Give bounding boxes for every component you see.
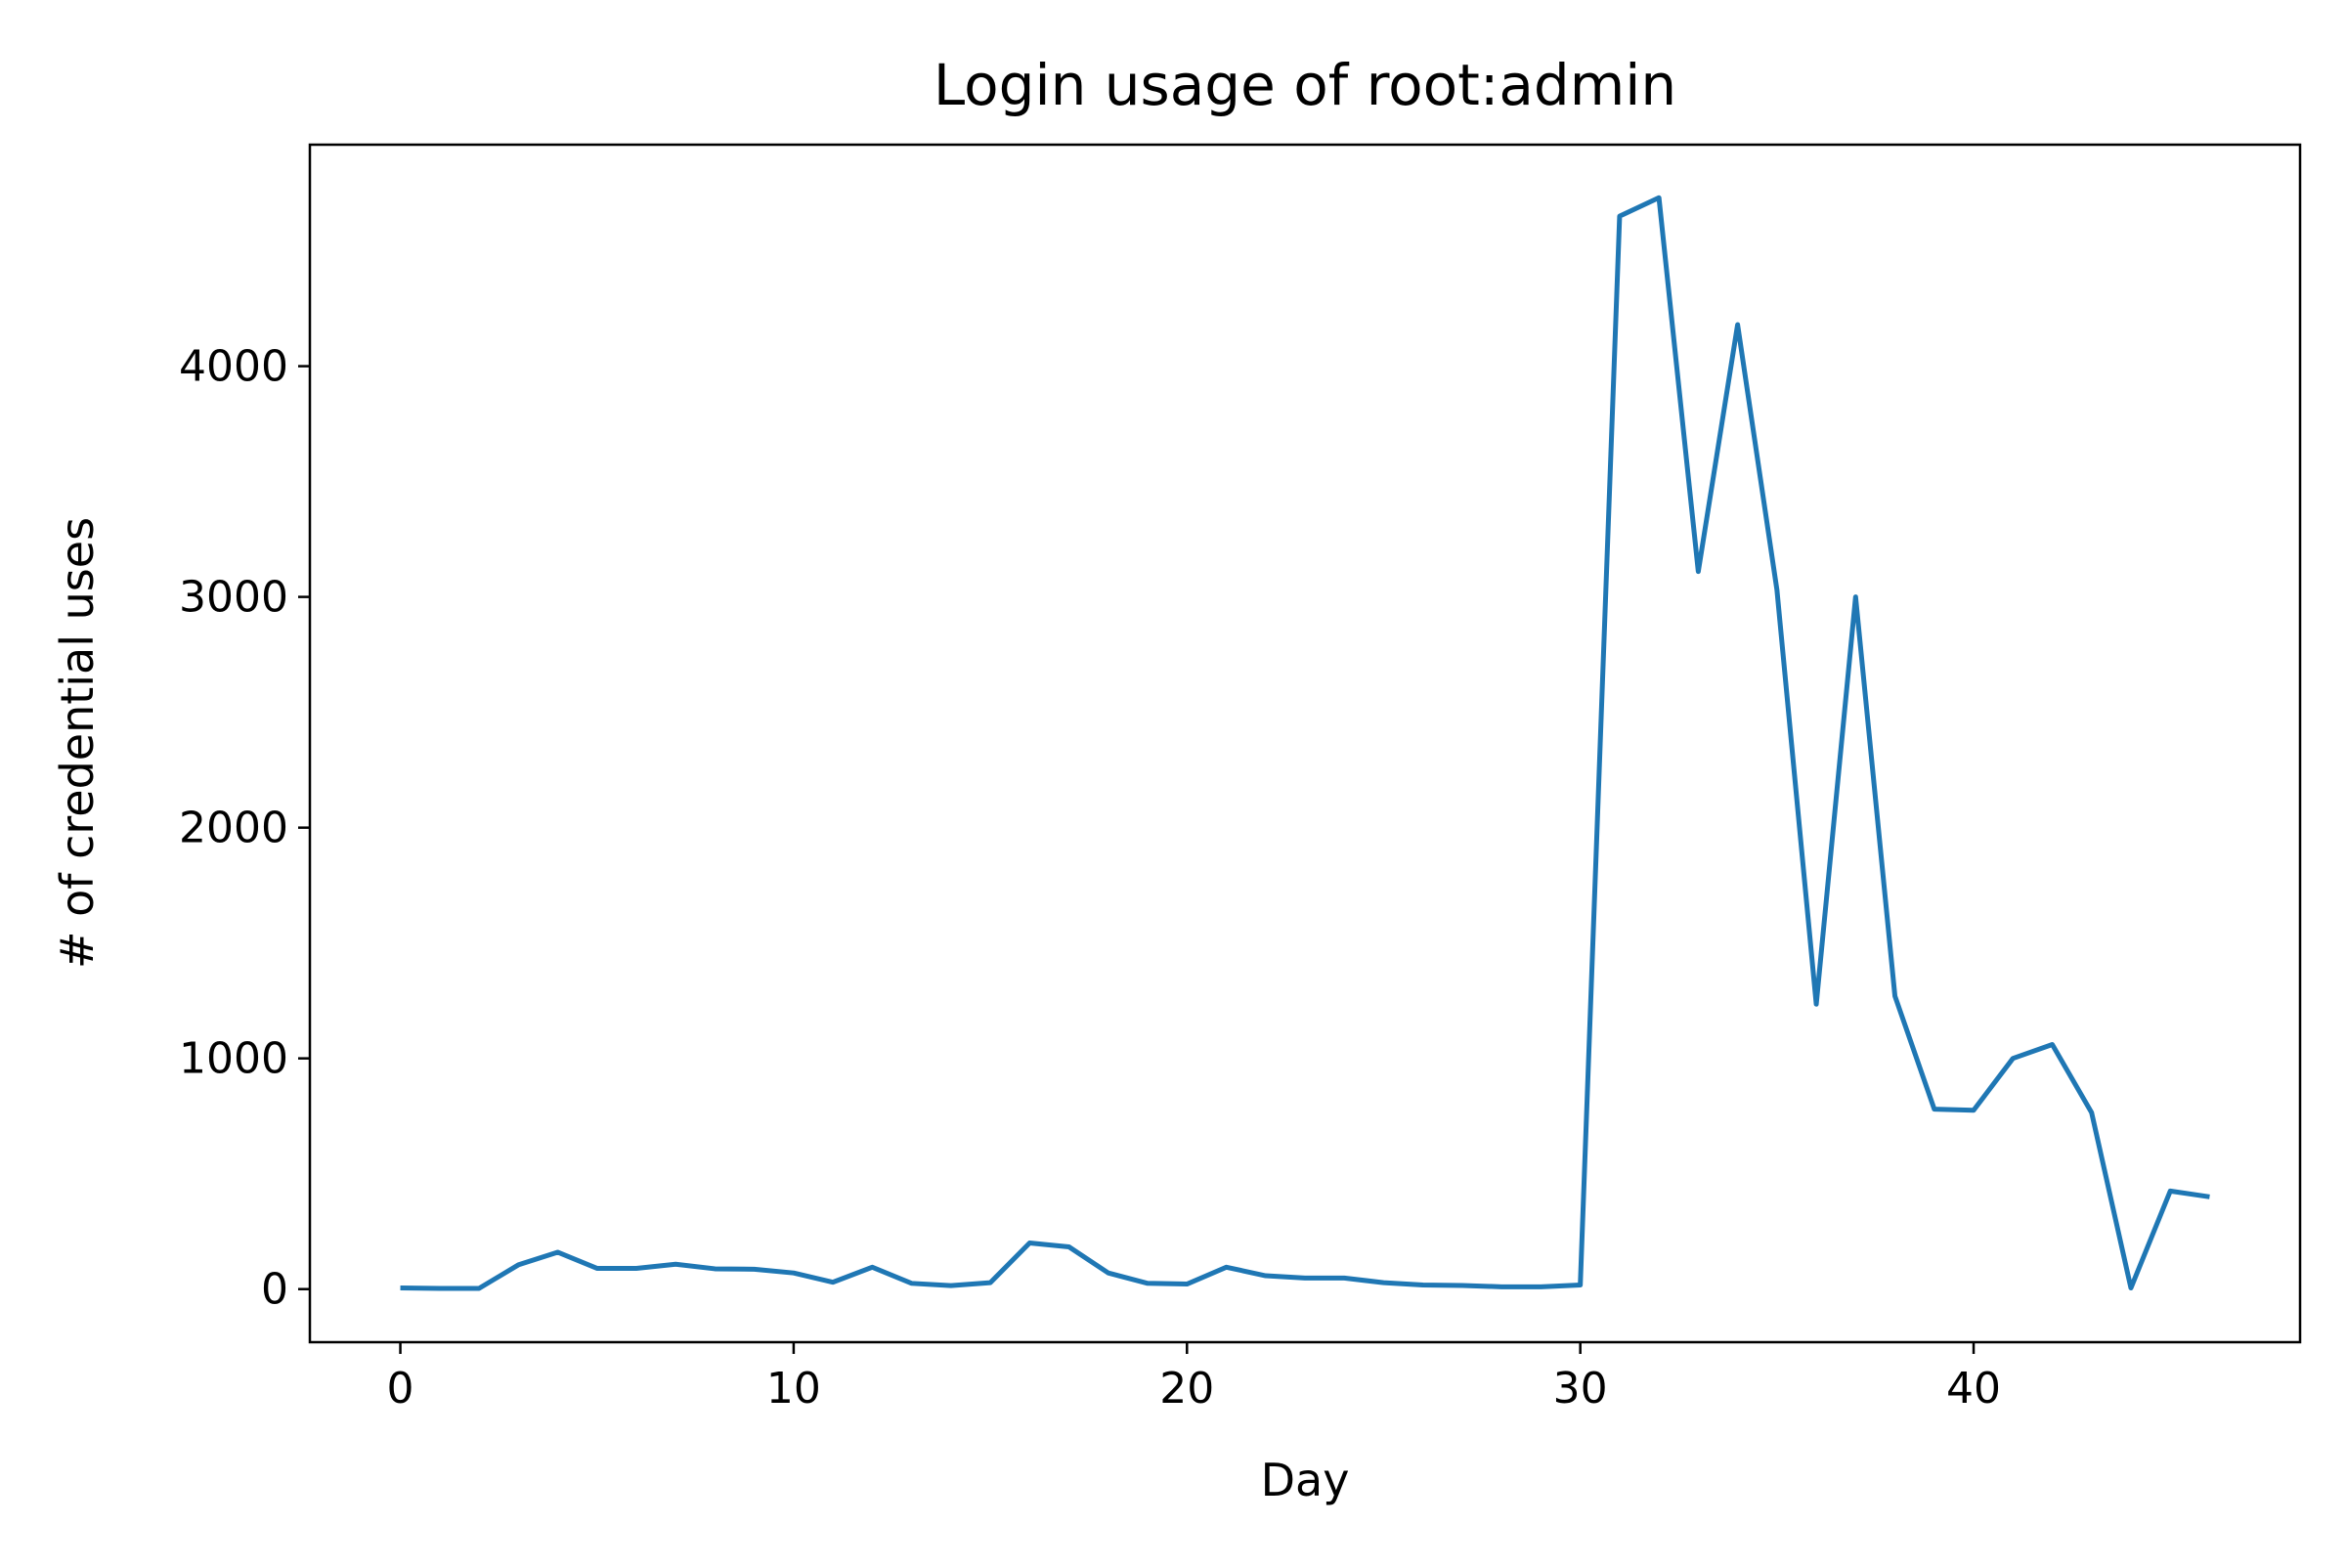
plot-area: 0 1000 2000 3000 4000 0 10 20 30 40	[179, 143, 2302, 1414]
data-point	[2206, 1194, 2212, 1199]
x-axis-label: Day	[1261, 1454, 1350, 1506]
plot-frame	[308, 143, 2302, 1344]
x-tick-label: 20	[1159, 1364, 1214, 1414]
data-point	[1578, 1282, 1584, 1287]
y-axis-ticks: 0 1000 2000 3000 4000	[179, 342, 310, 1315]
data-point	[398, 1285, 404, 1291]
data-point	[1695, 569, 1701, 575]
data-point	[1735, 322, 1741, 327]
x-tick-label: 30	[1553, 1364, 1608, 1414]
data-point	[1499, 1284, 1504, 1289]
chart-title: Login usage of root:admin	[934, 52, 1676, 118]
series-line	[400, 195, 2210, 1291]
data-point	[594, 1265, 600, 1271]
y-tick-label: 3000	[179, 573, 288, 623]
x-tick-label: 0	[387, 1364, 414, 1414]
data-point	[437, 1285, 443, 1291]
data-point	[752, 1266, 758, 1272]
x-tick-label: 40	[1946, 1364, 2001, 1414]
data-point	[1224, 1264, 1230, 1270]
data-point	[2010, 1056, 2016, 1062]
y-tick-label: 0	[261, 1265, 288, 1315]
data-point	[1302, 1275, 1308, 1281]
data-point	[1106, 1270, 1111, 1276]
data-point	[1066, 1244, 1072, 1250]
x-axis-ticks: 0 10 20 30 40	[387, 1342, 2001, 1414]
data-point	[987, 1280, 993, 1285]
data-point	[476, 1285, 482, 1291]
data-point	[830, 1280, 836, 1285]
data-point	[1263, 1273, 1269, 1279]
data-point	[1026, 1241, 1032, 1246]
data-point	[1932, 1107, 1937, 1112]
y-tick-label: 2000	[179, 804, 288, 853]
data-point	[1380, 1280, 1386, 1285]
y-tick-label: 4000	[179, 342, 288, 392]
data-point	[869, 1264, 875, 1270]
data-point	[673, 1261, 678, 1267]
data-point	[1892, 993, 1898, 999]
y-axis-label: # of credential uses	[51, 517, 104, 969]
data-point	[2167, 1188, 2173, 1194]
data-point	[1341, 1275, 1347, 1281]
data-point	[515, 1262, 521, 1268]
data-point	[633, 1265, 639, 1271]
data-point	[1145, 1281, 1151, 1286]
data-point	[791, 1270, 797, 1276]
data-point	[1656, 195, 1662, 200]
data-point	[1774, 588, 1780, 593]
data-point	[2050, 1042, 2056, 1048]
data-point	[2089, 1110, 2095, 1115]
data-point	[712, 1266, 717, 1272]
data-point	[1852, 594, 1858, 600]
data-point	[909, 1281, 915, 1286]
data-point	[554, 1249, 560, 1255]
y-tick-label: 1000	[179, 1034, 288, 1084]
data-point	[1538, 1284, 1543, 1289]
data-point	[1813, 1001, 1819, 1007]
data-point	[1971, 1108, 1977, 1113]
data-point	[1184, 1282, 1190, 1287]
x-tick-label: 10	[766, 1364, 821, 1414]
data-point	[1617, 213, 1623, 219]
data-point	[1459, 1283, 1465, 1288]
data-point	[948, 1283, 954, 1288]
data-point	[2128, 1285, 2134, 1291]
data-point	[1420, 1282, 1426, 1287]
